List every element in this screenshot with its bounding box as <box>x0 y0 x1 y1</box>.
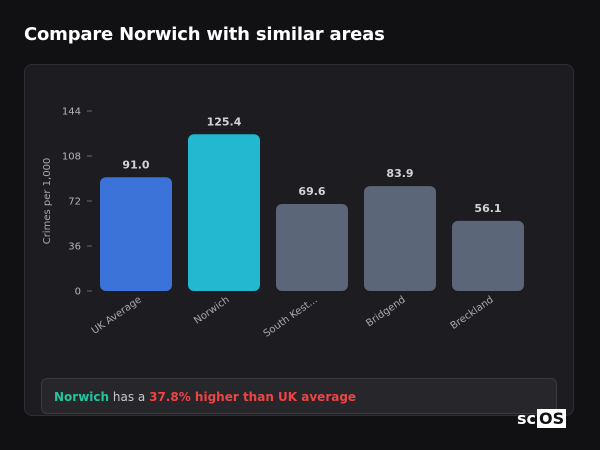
brand-box: OS <box>537 409 567 428</box>
y-tick-label: 72 <box>68 197 81 208</box>
data-label: 83.9 <box>386 167 413 180</box>
summary-text: has a <box>112 390 146 404</box>
x-tick-label: Breckland <box>449 294 496 332</box>
bar <box>276 204 348 291</box>
summary-city: Norwich <box>54 390 110 404</box>
data-label: 125.4 <box>207 115 242 128</box>
data-label: 56.1 <box>474 202 501 215</box>
brand-prefix: sc <box>517 409 537 428</box>
y-tick-label: 36 <box>68 242 81 253</box>
brand-logo: sc OS <box>517 409 567 429</box>
page-title: Compare Norwich with similar areas <box>24 24 385 45</box>
bar <box>188 134 260 291</box>
y-tick-label: 0 <box>75 287 81 298</box>
x-tick-label: UK Average <box>90 294 144 336</box>
y-axis-label: Crimes per 1,000 <box>42 158 53 245</box>
y-tick-label: 144 <box>62 107 81 118</box>
summary-difference: 37.8% higher than UK average <box>149 390 357 404</box>
bar <box>452 220 524 291</box>
bar <box>364 186 436 291</box>
chart-card: Crimes per 1,000 0 36 72 108 144 91.0 UK Averag… <box>24 64 574 416</box>
x-tick-label: South Kest... <box>262 294 320 339</box>
bar <box>100 177 172 291</box>
bar-chart: Crimes per 1,000 0 36 72 108 144 91.0 UK Averag… <box>42 107 524 340</box>
comparison-summary: Norwich has a 37.8% higher than UK avera… <box>41 378 557 414</box>
data-label: 69.6 <box>298 185 325 198</box>
x-tick-label: Norwich <box>192 294 231 326</box>
y-tick-label: 108 <box>62 152 81 163</box>
data-label: 91.0 <box>122 158 149 171</box>
x-tick-label: Bridgend <box>364 294 407 329</box>
